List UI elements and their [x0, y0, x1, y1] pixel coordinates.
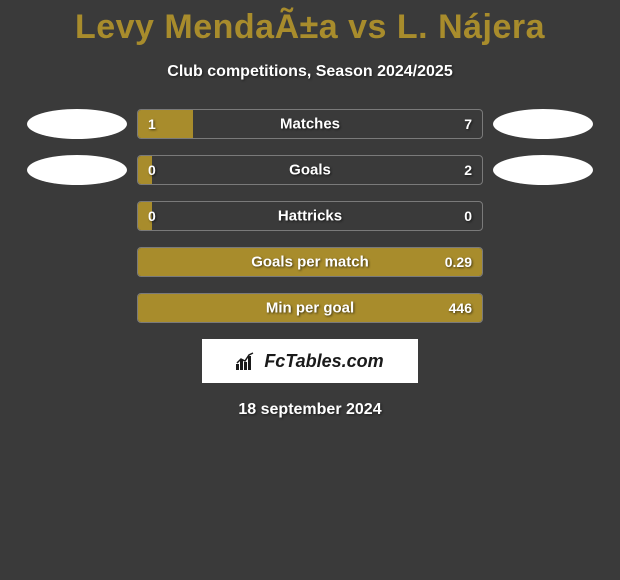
date-text: 18 september 2024	[0, 401, 620, 419]
spacer	[493, 247, 593, 277]
stat-label: Min per goal	[266, 300, 354, 317]
comparison-chart: 1 Matches 7 0 Goals 2 0 Hattricks 0 Goals per mat…	[0, 109, 620, 323]
stat-bar: 0 Hattricks 0	[137, 201, 483, 231]
stat-label: Hattricks	[278, 208, 342, 225]
bar-fill	[138, 110, 193, 138]
right-value: 0	[464, 208, 472, 224]
logo-box: FcTables.com	[202, 339, 418, 383]
stat-row: 0 Hattricks 0	[0, 201, 620, 231]
player-left-marker	[27, 109, 127, 139]
player-right-marker	[493, 109, 593, 139]
spacer	[27, 247, 127, 277]
bar-chart-icon	[236, 352, 258, 370]
stat-label: Goals	[289, 162, 331, 179]
right-value: 446	[449, 300, 472, 316]
stat-row: Min per goal 446	[0, 293, 620, 323]
player-right-marker	[493, 155, 593, 185]
logo-text: FcTables.com	[264, 351, 383, 372]
stat-row: 0 Goals 2	[0, 155, 620, 185]
stat-label: Goals per match	[251, 254, 369, 271]
right-value: 0.29	[445, 254, 472, 270]
subtitle: Club competitions, Season 2024/2025	[0, 63, 620, 81]
stat-bar: 1 Matches 7	[137, 109, 483, 139]
spacer	[493, 293, 593, 323]
page-title: Levy MendaÃ±a vs L. Nájera	[0, 0, 620, 47]
right-value: 7	[464, 116, 472, 132]
right-value: 2	[464, 162, 472, 178]
stat-bar: Goals per match 0.29	[137, 247, 483, 277]
stat-row: Goals per match 0.29	[0, 247, 620, 277]
stat-bar: 0 Goals 2	[137, 155, 483, 185]
left-value: 0	[148, 208, 156, 224]
left-value: 1	[148, 116, 156, 132]
stat-bar: Min per goal 446	[137, 293, 483, 323]
spacer	[27, 293, 127, 323]
spacer	[27, 201, 127, 231]
left-value: 0	[148, 162, 156, 178]
stat-row: 1 Matches 7	[0, 109, 620, 139]
spacer	[493, 201, 593, 231]
stat-label: Matches	[280, 116, 340, 133]
player-left-marker	[27, 155, 127, 185]
